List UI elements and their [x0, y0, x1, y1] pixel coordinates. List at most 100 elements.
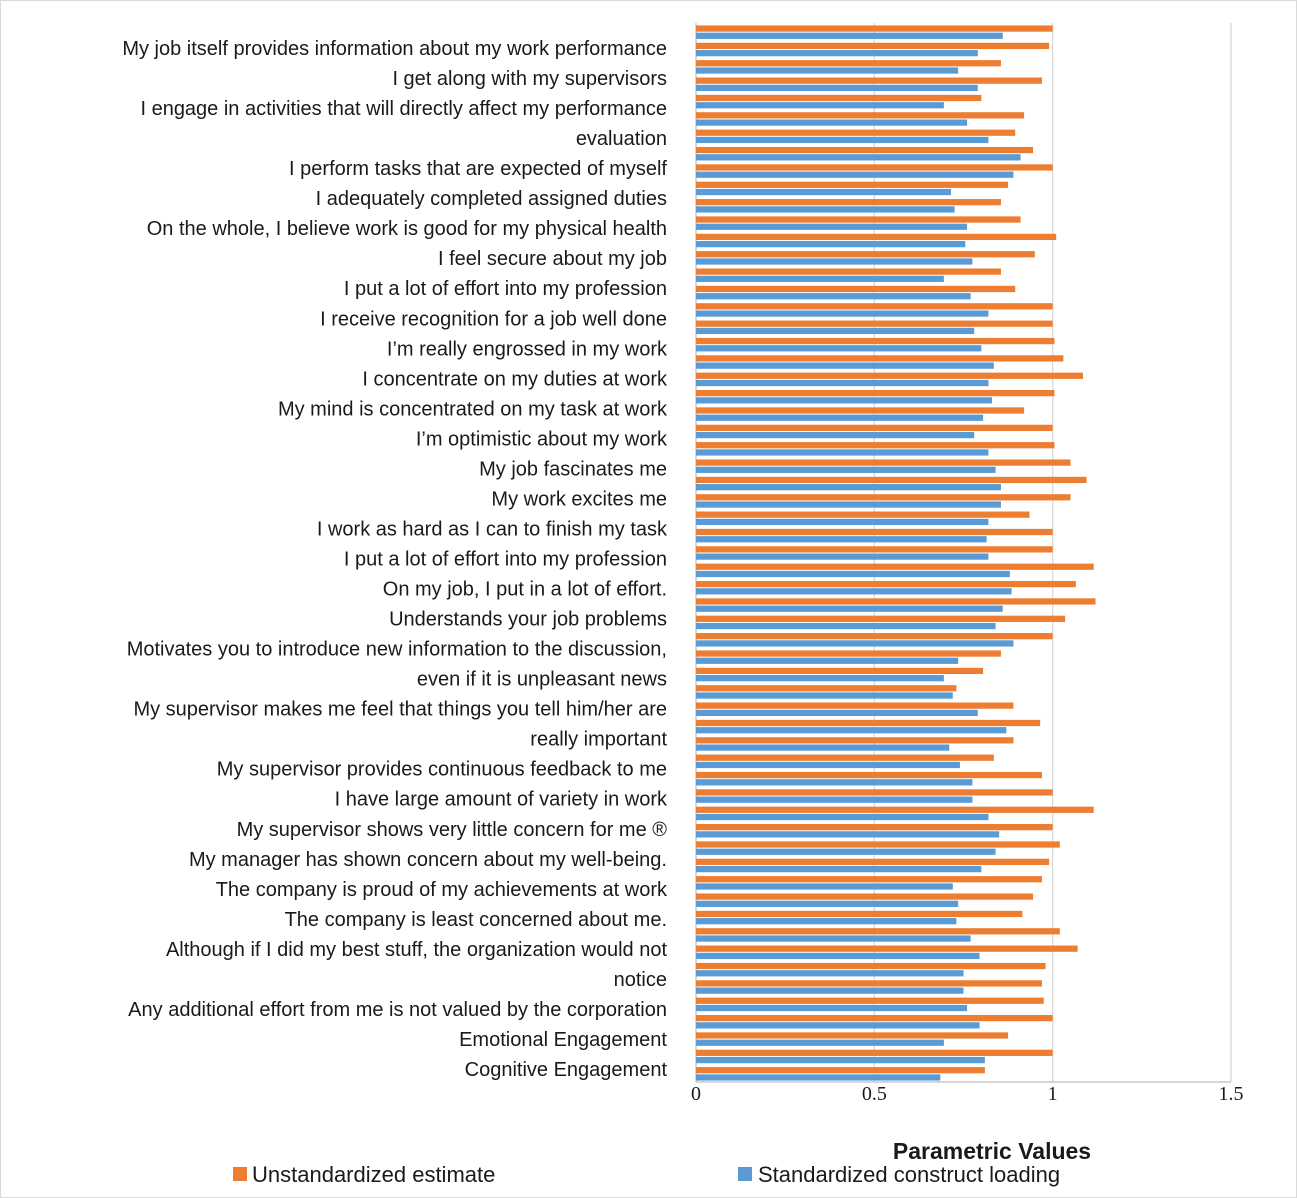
- bar-unstandardized: [696, 737, 1014, 744]
- bar-unstandardized: [696, 789, 1053, 796]
- bar-unstandardized: [696, 77, 1042, 84]
- bar-standardized: [696, 588, 1012, 595]
- bar-unstandardized: [696, 251, 1035, 258]
- bar-standardized: [696, 848, 996, 855]
- bar-unstandardized: [696, 320, 1053, 327]
- bar-unstandardized: [696, 997, 1044, 1004]
- category-label: I receive recognition for a job well don…: [320, 308, 667, 330]
- category-label: Motivates you to introduce new informati…: [127, 639, 667, 661]
- bar-standardized: [696, 397, 993, 404]
- bar-unstandardized: [696, 546, 1053, 553]
- bar-unstandardized: [696, 285, 1016, 293]
- bar-standardized: [696, 501, 1001, 508]
- bar-standardized: [696, 570, 1010, 578]
- bar-unstandardized: [696, 1032, 1009, 1039]
- bar-unstandardized: [696, 910, 1023, 918]
- x-tick-label: 0.5: [862, 1083, 887, 1105]
- bar-standardized: [696, 449, 989, 456]
- bar-unstandardized: [696, 771, 1042, 779]
- category-label: My supervisor shows very little concern …: [237, 819, 668, 841]
- bar-unstandardized: [696, 303, 1053, 310]
- bar-unstandardized: [696, 60, 1001, 67]
- category-label: Cognitive Engagement: [465, 1059, 668, 1081]
- bar-unstandardized: [696, 893, 1034, 900]
- bar-unstandardized: [696, 129, 1016, 136]
- category-label: I engage in activities that will directl…: [140, 98, 667, 120]
- bar-standardized: [696, 275, 944, 282]
- bar-standardized: [696, 970, 964, 977]
- category-label: I feel secure about my job: [438, 248, 667, 270]
- category-label: My supervisor makes me feel that things …: [133, 699, 667, 721]
- bar-standardized: [696, 84, 978, 92]
- bar-unstandardized: [696, 424, 1053, 431]
- bar-unstandardized: [696, 337, 1055, 345]
- bar-standardized: [696, 1039, 944, 1046]
- bar-standardized: [696, 640, 1014, 647]
- bar-standardized: [696, 536, 987, 543]
- bar-standardized: [696, 327, 975, 335]
- bar-unstandardized: [696, 598, 1096, 605]
- bar-standardized: [696, 466, 996, 473]
- bar-standardized: [696, 431, 975, 439]
- x-tick-label: 1.5: [1219, 1083, 1244, 1105]
- bar-unstandardized: [696, 390, 1055, 397]
- category-label: I get along with my supervisors: [392, 68, 667, 90]
- bar-standardized: [696, 761, 960, 769]
- category-label: The company is least concerned about me.: [285, 909, 667, 931]
- bar-standardized: [696, 223, 968, 230]
- bar-standardized: [696, 657, 959, 664]
- bar-standardized: [696, 136, 989, 144]
- bar-standardized: [696, 345, 982, 352]
- category-label: I concentrate on my duties at work: [362, 368, 668, 390]
- category-label: On my job, I put in a lot of effort.: [383, 579, 667, 601]
- bar-unstandardized: [696, 980, 1042, 987]
- bar-unstandardized: [696, 216, 1021, 223]
- legend-label-standardized: Standardized construct loading: [758, 1162, 1060, 1187]
- bar-standardized: [696, 310, 989, 317]
- bar-unstandardized: [696, 1049, 1053, 1056]
- bar-standardized: [696, 692, 953, 699]
- bar-standardized: [696, 813, 989, 821]
- bar-unstandardized: [696, 615, 1066, 622]
- category-label: My job fascinates me: [479, 458, 667, 480]
- bar-standardized: [696, 831, 1000, 838]
- bar-unstandardized: [696, 181, 1009, 188]
- bar-standardized: [696, 32, 1003, 39]
- category-label: Emotional Engagement: [459, 1029, 667, 1051]
- bar-standardized: [696, 414, 984, 421]
- bar-standardized: [696, 605, 1003, 612]
- bar-standardized: [696, 987, 964, 994]
- bar-unstandardized: [696, 146, 1034, 154]
- category-label: I have large amount of variety in work: [335, 789, 668, 811]
- legend-label-unstandardized: Unstandardized estimate: [252, 1162, 495, 1187]
- category-label: evaluation: [576, 128, 667, 150]
- bar-unstandardized: [696, 580, 1076, 588]
- bars: [696, 25, 1096, 1081]
- bar-unstandardized: [696, 511, 1030, 518]
- bar-standardized: [696, 553, 989, 560]
- bar-unstandardized: [696, 633, 1053, 640]
- bar-standardized: [696, 900, 959, 907]
- bar-standardized: [696, 727, 1007, 734]
- category-labels: My job itself provides information about…: [122, 38, 668, 1081]
- bar-unstandardized: [696, 685, 957, 692]
- bar-unstandardized: [696, 806, 1094, 813]
- bar-standardized: [696, 518, 989, 526]
- category-label: I adequately completed assigned duties: [316, 188, 667, 210]
- bar-unstandardized: [696, 858, 1050, 865]
- bar-unstandardized: [696, 754, 994, 761]
- bar-unstandardized: [696, 442, 1055, 449]
- bar-unstandardized: [696, 876, 1042, 883]
- category-label: I’m really engrossed in my work: [387, 338, 668, 360]
- bar-unstandardized: [696, 164, 1053, 171]
- bar-standardized: [696, 1022, 980, 1029]
- legend-swatch-unstandardized: [233, 1167, 247, 1181]
- bar-standardized: [696, 918, 957, 925]
- category-label: My work excites me: [491, 488, 667, 510]
- bar-unstandardized: [696, 650, 1001, 657]
- bar-unstandardized: [696, 719, 1041, 727]
- x-tick-labels: 0 0.5 1 1.5: [691, 1083, 1244, 1105]
- bar-standardized: [696, 935, 971, 942]
